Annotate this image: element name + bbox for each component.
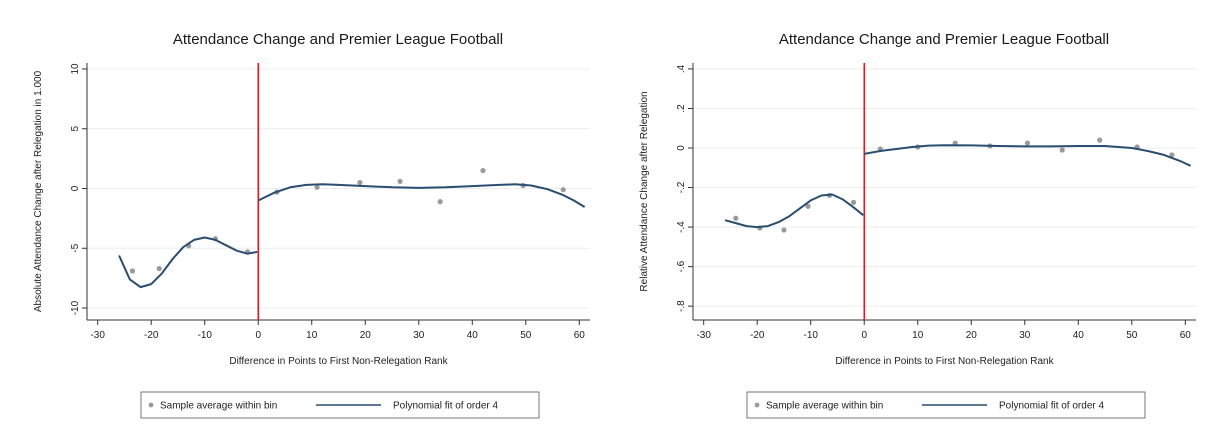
legend-point-marker xyxy=(148,402,154,408)
x-tick-label: 40 xyxy=(1073,330,1085,341)
legend-label-fit: Polynomial fit of order 4 xyxy=(393,401,498,412)
polynomial-fit-line xyxy=(864,144,1192,167)
chart-title: Attendance Change and Premier League Foo… xyxy=(173,31,503,48)
x-tick-label: 50 xyxy=(1126,330,1138,341)
legend-label-points: Sample average within bin xyxy=(160,401,277,412)
x-tick-label: -20 xyxy=(750,330,765,341)
bin-average-point xyxy=(1097,137,1103,143)
bin-average-point xyxy=(560,187,566,193)
x-tick-label: 30 xyxy=(1019,330,1031,341)
legend-point-marker xyxy=(754,402,760,408)
x-axis-label: Difference in Points to First Non-Relega… xyxy=(229,356,448,367)
x-tick-label: 60 xyxy=(574,330,586,341)
chart-panel-absolute: Attendance Change and Premier League Foo… xyxy=(33,31,590,419)
bin-average-point xyxy=(1024,140,1031,146)
bin-average-point xyxy=(397,178,403,184)
x-tick-label: -30 xyxy=(696,330,711,341)
bin-average-point xyxy=(805,203,811,209)
x-tick-label: 10 xyxy=(912,330,924,341)
y-tick-label: .2 xyxy=(676,104,687,113)
x-axis-label: Difference in Points to First Non-Relega… xyxy=(835,356,1054,367)
y-tick-label: -5 xyxy=(70,243,81,252)
y-tick-label: 0 xyxy=(676,145,687,151)
y-tick-label: 0 xyxy=(70,185,81,191)
x-tick-label: -20 xyxy=(144,330,159,341)
x-tick-label: 40 xyxy=(467,330,479,341)
chart-relative-attendance: Attendance Change and Premier League Foo… xyxy=(639,31,1196,419)
legend-label-points: Sample average within bin xyxy=(766,401,883,412)
polynomial-fit-line xyxy=(257,183,586,208)
polynomial-fit-line xyxy=(724,193,864,229)
x-tick-label: -10 xyxy=(197,330,212,341)
bin-average-point xyxy=(1059,147,1065,153)
y-tick-label: -.8 xyxy=(676,300,687,312)
bin-average-point xyxy=(357,179,363,186)
bin-average-point xyxy=(781,227,787,233)
y-tick-label: 5 xyxy=(70,126,81,132)
y-axis-label: Absolute Attendance Change after Relegat… xyxy=(33,70,44,312)
x-tick-label: 50 xyxy=(520,330,532,341)
plot-area xyxy=(87,63,590,320)
bin-average-point xyxy=(129,268,136,274)
y-tick-label: .4 xyxy=(676,64,687,73)
bin-average-point xyxy=(156,266,162,272)
plot-area xyxy=(693,63,1196,320)
x-tick-label: 10 xyxy=(306,330,318,341)
bin-average-point xyxy=(480,167,486,174)
x-tick-label: 20 xyxy=(360,330,372,341)
y-tick-label: -10 xyxy=(70,300,81,315)
chart-absolute-attendance: Attendance Change and Premier League Foo… xyxy=(33,31,590,419)
polynomial-fit-line xyxy=(118,236,258,289)
x-tick-label: 0 xyxy=(255,330,261,341)
bin-average-point xyxy=(1169,152,1175,158)
x-tick-label: -30 xyxy=(90,330,105,341)
bin-average-point xyxy=(733,215,739,221)
x-tick-label: 20 xyxy=(966,330,978,341)
y-tick-label: -.6 xyxy=(676,260,687,272)
chart-panel-relative: Attendance Change and Premier League Foo… xyxy=(606,0,1212,435)
x-tick-label: 30 xyxy=(413,330,425,341)
x-tick-label: -10 xyxy=(803,330,818,341)
x-tick-label: 60 xyxy=(1180,330,1192,341)
bin-average-point xyxy=(314,184,320,190)
x-tick-label: 0 xyxy=(861,330,867,341)
y-tick-label: -.2 xyxy=(676,181,687,193)
y-tick-label: -.4 xyxy=(676,221,687,233)
bin-average-point xyxy=(850,199,857,205)
chart-title: Attendance Change and Premier League Foo… xyxy=(779,31,1109,48)
y-tick-label: 10 xyxy=(70,63,81,75)
bin-average-point xyxy=(437,199,443,205)
y-axis-label: Relative Attendance Change after Relegat… xyxy=(639,91,650,291)
legend-label-fit: Polynomial fit of order 4 xyxy=(999,401,1104,412)
